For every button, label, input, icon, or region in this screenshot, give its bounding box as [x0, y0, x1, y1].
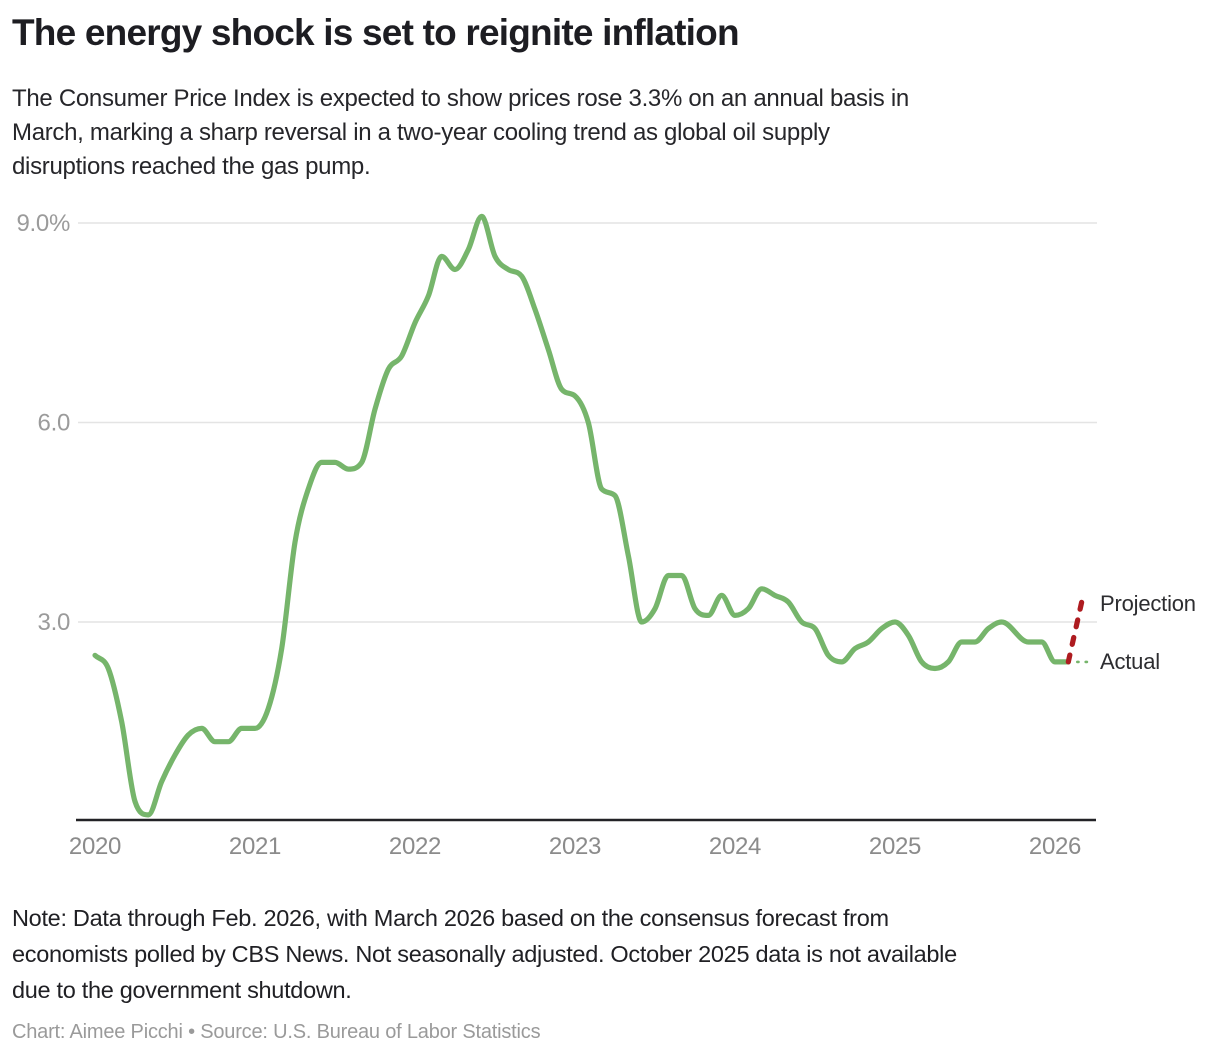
y-tick-label: 6.0 — [38, 410, 70, 437]
x-tick-label: 2020 — [69, 833, 121, 860]
x-tick-label: 2022 — [389, 833, 441, 860]
page-title: The energy shock is set to reignite infl… — [12, 12, 740, 53]
y-axis-labels: 9.0% 6.0 3.0 — [16, 210, 70, 636]
x-tick-label: 2023 — [549, 833, 601, 860]
x-tick-label: 2021 — [229, 833, 281, 860]
projection-label: Projection — [1100, 591, 1196, 616]
actual-series-line — [92, 213, 1071, 818]
chart-subtitle: The Consumer Price Index is expected to … — [12, 85, 909, 180]
x-axis-labels: 2020 2021 2022 2023 2024 2025 2026 — [69, 833, 1082, 860]
projection-series-line — [1065, 599, 1085, 665]
y-tick-label: 9.0% — [16, 210, 70, 237]
x-tick-label: 2026 — [1029, 833, 1081, 860]
cpi-line-chart: 9.0%6.03.0 2020 2021 2022 2023 2024 2025 2026 … — [16, 210, 1196, 860]
x-tick-label: 2025 — [869, 833, 921, 860]
y-tick-label: 3.0 — [38, 609, 70, 636]
x-tick-label: 2024 — [709, 833, 761, 860]
actual-label: Actual — [1100, 649, 1160, 674]
chart-credit: Chart: Aimee Picchi • Source: U.S. Burea… — [12, 1021, 541, 1043]
chart-note: Note: Data through Feb. 2026, with March… — [12, 905, 957, 1003]
